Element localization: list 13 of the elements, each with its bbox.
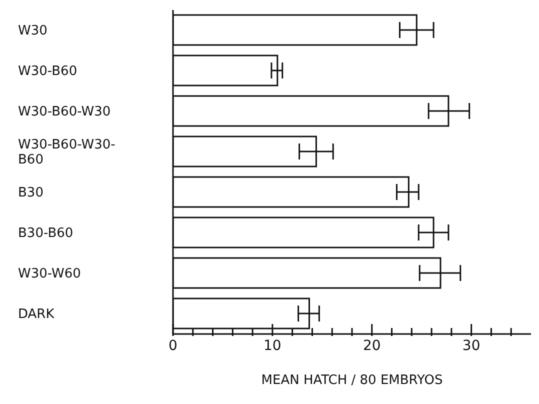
x-axis-title: MEAN HATCH / 80 EMBRYOS xyxy=(261,373,443,388)
y-tick-label: W30 xyxy=(18,22,48,38)
y-tick-label: DARK xyxy=(18,306,55,322)
y-tick-label: W30-B60 xyxy=(18,63,78,78)
y-tick-label: W30-B60-W30 xyxy=(18,104,111,119)
x-tick-label: 30 xyxy=(462,338,480,354)
x-tick-label: 0 xyxy=(168,338,178,354)
y-tick-label: B30-B60 xyxy=(18,225,74,240)
x-tick-label: 20 xyxy=(362,338,381,354)
x-tick-label: 10 xyxy=(264,338,282,354)
y-tick-label: B30 xyxy=(18,184,44,200)
y-tick-label: W30-W60 xyxy=(18,266,81,281)
y-tick-label: W30-B60-W30-B60 xyxy=(18,136,116,167)
